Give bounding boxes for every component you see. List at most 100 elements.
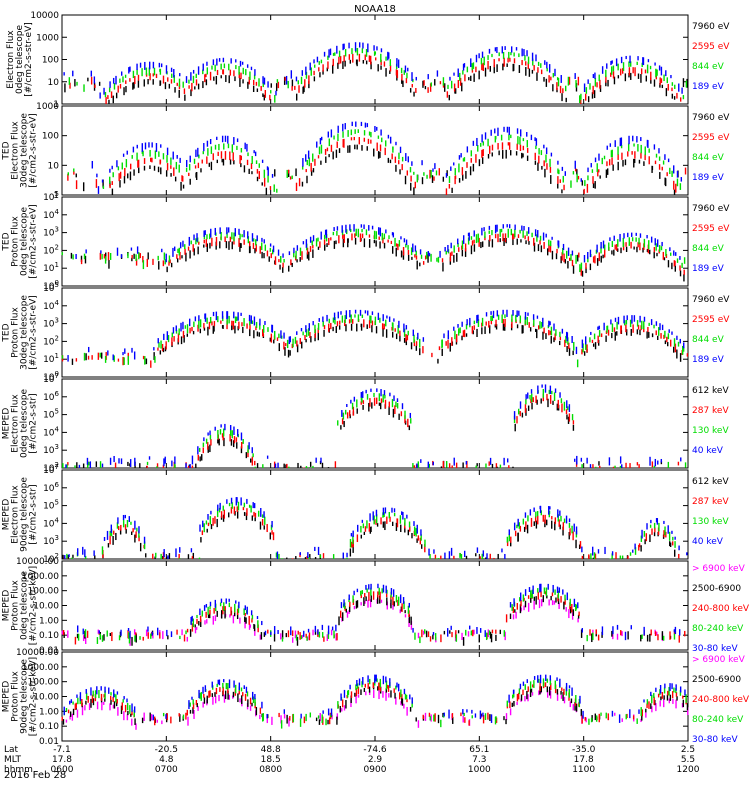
legend-entry: 7960 eV [692,204,730,214]
legend-entry: 612 keV [692,477,729,487]
series-marks [62,497,688,559]
legend-entry: 844 eV [692,62,725,72]
axis-row-value: 0800 [259,765,282,775]
series-marks [67,121,687,195]
y-tick-label: 105 [43,190,59,203]
legend-entry: 30-80 keV [692,644,738,654]
legend-entry: > 6900 keV [692,655,746,665]
legend-entry: 189 eV [692,264,725,274]
y-tick-label: 1 [53,191,59,201]
legend-entry: 40 keV [692,537,724,547]
y-tick-label: 104 [43,516,59,529]
series-marks [61,583,686,646]
axis-row-value: 2.5 [681,745,695,755]
axis-row-value: 7.3 [472,755,486,765]
series-marks [61,674,689,730]
y-tick-label: 105 [43,408,59,421]
y-tick-label: 1.00 [39,707,59,717]
y-tick-label: 0.10 [39,631,59,641]
y-tick-label: 1000.00 [22,663,59,673]
legend-entry: 2500-6900 [692,584,741,594]
legend-entry: 7960 eV [692,22,730,32]
y-tick-label: 10000.00 [16,557,59,567]
y-tick-label: 107 [43,463,59,476]
panel-p6: 102 103 104 105 106 107 MEPEDElectron Flux90de… [2,463,730,565]
y-tick-label: 1000.00 [22,572,59,582]
legend-entry: 844 eV [692,153,725,163]
series-marks [63,42,688,104]
y-tick-label: 0.01 [39,646,59,656]
y-axis-label: MEPEDProton Flux0deg telescope[#/cm2-s-s… [2,566,39,645]
legend-entry: 287 keV [692,497,729,507]
y-axis-label: Electron Flux0deg telescope[#/cm2-s-str-… [6,22,34,97]
axis-row-label: MLT [4,755,22,765]
axis-row-value: -74.6 [363,745,387,755]
legend-entry: 2595 eV [692,133,730,143]
legend-entry: 287 keV [692,406,729,416]
y-tick-label: 100 [42,56,59,66]
legend-entry: > 6900 keV [692,564,746,574]
y-tick-label: 10 [48,78,60,88]
legend-entry: 130 keV [692,426,729,436]
legend-entry: 2500-6900 [692,675,741,685]
y-tick-label: 10000.00 [16,648,59,658]
y-tick-label: 104 [43,299,59,312]
y-tick-label: 103 [43,226,59,239]
panel-p4: 100 101 102 103 104 105 TEDProton Flux30deg te… [2,281,731,383]
legend-entry: 189 eV [692,82,725,92]
y-axis-label: TEDElectron Flux30deg telescope[#/cm2-s-… [2,113,39,188]
panel-frame [61,378,689,469]
y-axis-label: MEPEDElectron Flux0deg telescope[#/cm2-s… [2,389,39,459]
y-tick-label: 104 [43,425,59,438]
axis-row-value: 1200 [677,765,700,775]
legend-entry: 844 eV [692,335,725,345]
legend-entry: 189 eV [692,173,725,183]
axis-row-value: 65.1 [469,745,489,755]
axis-row-value: 4.8 [159,755,174,765]
y-tick-label: 103 [43,317,59,330]
axis-row-label: hhmm [4,765,33,775]
panel-frame [61,560,689,651]
legend-entry: 80-240 keV [692,715,744,725]
y-axis-label: TEDProton Flux30deg telescope[#/cm2-s-st… [2,295,39,370]
y-tick-label: 10.00 [33,602,59,612]
y-tick-label: 1000 [36,33,59,43]
panel-frame [61,651,689,742]
axis-row-value: 2.9 [368,755,383,765]
y-tick-label: 10.00 [33,693,59,703]
y-tick-label: 102 [43,552,59,565]
series-marks [61,309,689,368]
axis-row-value: 5.5 [681,755,695,765]
axis-row-value: -7.1 [53,745,71,755]
y-tick-label: 0.10 [39,722,59,732]
y-tick-label: 101 [43,352,59,365]
y-tick-label: 105 [43,499,59,512]
series-marks [62,384,687,468]
legend-entry: 240-800 keV [692,695,750,705]
y-tick-label: 104 [43,208,59,221]
y-tick-label: 102 [43,461,59,474]
axis-row-value: 48.8 [261,745,281,755]
legend-entry: 2595 eV [692,224,730,234]
y-tick-label: 107 [43,372,59,385]
legend-entry: 844 eV [692,244,725,254]
y-tick-label: 102 [43,334,59,347]
y-tick-label: 10 [48,161,60,171]
date-label: 2016 Feb 28 [4,770,66,781]
panel-frame [61,287,689,378]
legend-entry: 30-80 keV [692,735,738,745]
y-tick-label: 100 [43,370,59,383]
legend-entry: 130 keV [692,517,729,527]
axis-row-value: 0700 [155,765,178,775]
legend-entry: 189 eV [692,355,725,365]
panel-p7: 0.010.101.0010.00100.001000.0010000.00ME… [2,557,750,656]
legend-entry: 80-240 keV [692,624,744,634]
legend-entry: 2595 eV [692,315,730,325]
y-tick-label: 105 [43,281,59,294]
y-tick-label: 103 [43,443,59,456]
legend-entry: 40 keV [692,446,724,456]
y-tick-label: 103 [43,534,59,547]
